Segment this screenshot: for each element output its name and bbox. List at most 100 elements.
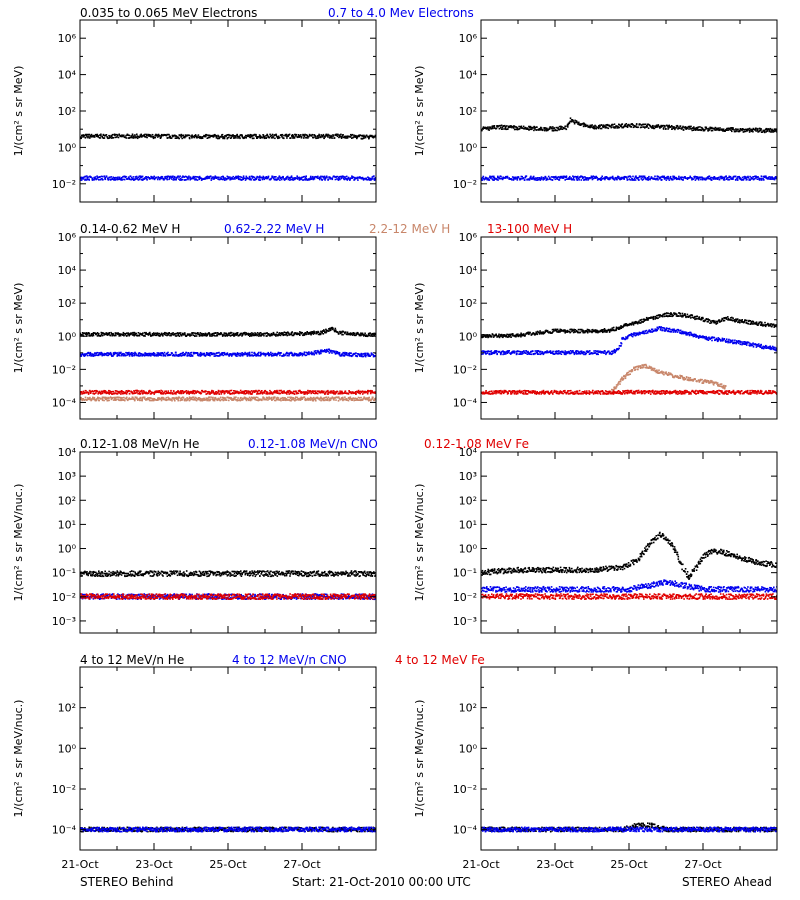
data-point [243, 391, 246, 394]
data-point [493, 175, 495, 178]
data-point [128, 134, 131, 137]
data-point [350, 397, 352, 400]
data-point [254, 396, 257, 399]
data-point [714, 176, 716, 179]
data-point [217, 392, 219, 394]
data-point [358, 397, 361, 399]
data-point [203, 334, 205, 337]
data-point [643, 177, 646, 179]
data-point [209, 392, 212, 394]
data-point [153, 355, 156, 357]
data-point [291, 178, 294, 181]
data-point [497, 179, 499, 181]
data-point [487, 128, 490, 131]
data-point [226, 137, 229, 139]
data-point [290, 175, 293, 177]
data-point [267, 334, 270, 336]
data-point [354, 397, 357, 400]
data-point [238, 391, 241, 394]
data-point [185, 390, 188, 392]
data-point [310, 331, 313, 333]
data-point [193, 398, 196, 400]
data-point [232, 399, 235, 401]
data-point [287, 332, 289, 334]
data-point [311, 397, 313, 400]
data-point [85, 133, 88, 136]
data-point [248, 175, 251, 178]
data-point [318, 399, 321, 401]
data-point [113, 398, 116, 400]
data-point [560, 176, 562, 179]
data-point [169, 177, 171, 179]
data-point [299, 177, 301, 180]
data-point [337, 331, 339, 333]
data-point [696, 127, 699, 130]
data-point [365, 397, 368, 399]
data-point [606, 123, 609, 126]
data-point [591, 175, 593, 178]
data-point [229, 389, 231, 392]
data-point [293, 136, 296, 138]
data-point [289, 176, 292, 179]
data-point [83, 392, 85, 394]
data-point [240, 353, 242, 355]
data-point [528, 129, 530, 131]
data-point [271, 334, 273, 337]
data-point [322, 176, 325, 179]
data-point [578, 177, 580, 180]
data-point [182, 333, 184, 336]
data-point [580, 123, 583, 126]
data-point [292, 397, 294, 399]
data-point [239, 137, 241, 140]
data-point [107, 333, 110, 336]
data-point [91, 397, 94, 400]
data-point [545, 129, 548, 132]
data-point [278, 332, 281, 334]
data-point [612, 126, 615, 128]
data-point [167, 133, 170, 136]
data-point [191, 355, 194, 357]
data-point [252, 176, 255, 178]
data-point [279, 399, 281, 401]
data-point [587, 126, 589, 128]
data-point [540, 127, 543, 129]
data-point [190, 354, 193, 356]
data-point [513, 176, 515, 179]
data-point [618, 124, 621, 126]
data-point [95, 352, 97, 354]
data-point [203, 353, 205, 356]
data-point [237, 178, 240, 181]
data-point [500, 175, 502, 178]
data-point [255, 136, 258, 138]
data-point [709, 126, 711, 129]
legend-h-low: 0.14-0.62 MeV H [80, 222, 180, 236]
data-point [550, 176, 553, 178]
data-point [294, 178, 296, 180]
data-point [101, 179, 104, 181]
data-point [594, 124, 596, 127]
data-point [93, 136, 96, 138]
data-point [189, 355, 192, 357]
data-point [188, 393, 190, 395]
data-point [130, 390, 132, 393]
data-point [272, 331, 275, 334]
data-point [304, 332, 307, 334]
data-point [166, 177, 168, 179]
y-tick-label: 10⁰ [459, 141, 478, 154]
data-point [152, 353, 154, 355]
legend-cno-low: 0.12-1.08 MeV/n CNO [248, 437, 378, 451]
data-point [122, 175, 125, 178]
data-point [319, 333, 322, 336]
data-point [239, 355, 242, 357]
data-point [322, 133, 325, 136]
data-point [617, 177, 620, 180]
data-point [720, 128, 723, 130]
data-point [210, 177, 213, 180]
data-point [216, 392, 218, 395]
data-point [299, 354, 301, 356]
data-point [757, 131, 759, 133]
data-point [707, 130, 710, 132]
data-point [222, 399, 225, 402]
data-point [482, 177, 485, 180]
data-point [173, 390, 175, 392]
